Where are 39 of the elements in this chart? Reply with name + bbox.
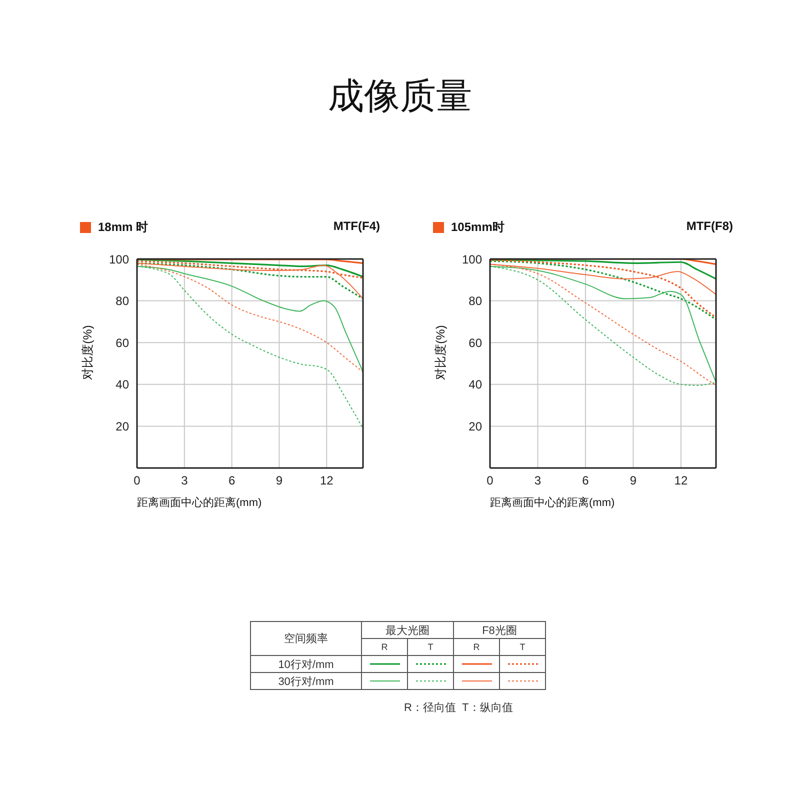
x-axis-title: 距离画面中心的距离(mm) — [137, 496, 262, 510]
text: 10行对/mm — [250, 656, 362, 672]
y-tick-label: 40 — [468, 378, 482, 392]
text: 30行对/mm — [250, 672, 362, 690]
y-tick-label: 20 — [468, 419, 482, 434]
y-axis-title: 对比度(%) — [80, 324, 96, 382]
y-tick-label: 40 — [116, 378, 130, 392]
x-tick-label: 6 — [582, 474, 590, 488]
y-tick-label: 100 — [108, 252, 130, 266]
x-tick-label: 0 — [486, 474, 494, 488]
x-tick-label: 3 — [534, 474, 542, 488]
y-tick-label: 80 — [116, 294, 130, 308]
chart-subtitle: MTF(F4) — [333, 219, 380, 233]
x-tick-label: 9 — [630, 474, 637, 488]
chart-title: 18mm 时 — [98, 219, 148, 236]
text: T — [408, 638, 454, 656]
text: 成像质量 — [327, 74, 473, 118]
text: 最大光圈 — [362, 622, 454, 638]
x-axis-title: 距离画面中心的距离(mm) — [490, 496, 615, 510]
x-tick-label: 3 — [181, 474, 188, 488]
y-tick-label: 60 — [468, 336, 482, 350]
chart-subtitle: MTF(F8) — [686, 219, 733, 233]
y-tick-label: 20 — [116, 419, 130, 434]
x-tick-label: 6 — [228, 474, 236, 488]
text: F8光圈 — [454, 622, 546, 638]
text: T — [500, 638, 546, 656]
x-tick-label: 9 — [276, 474, 283, 488]
x-tick-label: 12 — [674, 474, 688, 488]
y-tick-label: 100 — [462, 252, 482, 266]
chart-title: 105mm时 — [451, 219, 504, 236]
x-tick-label: 0 — [134, 474, 141, 488]
text: R — [362, 638, 408, 656]
text: R — [454, 638, 500, 656]
text: 空间频率 — [250, 622, 362, 656]
x-tick-label: 12 — [320, 474, 334, 488]
y-tick-label: 80 — [468, 294, 482, 308]
y-tick-label: 60 — [116, 336, 130, 350]
text: R：径向值 T：纵向值 — [404, 701, 514, 715]
y-axis-title: 对比度(%) — [432, 324, 448, 382]
